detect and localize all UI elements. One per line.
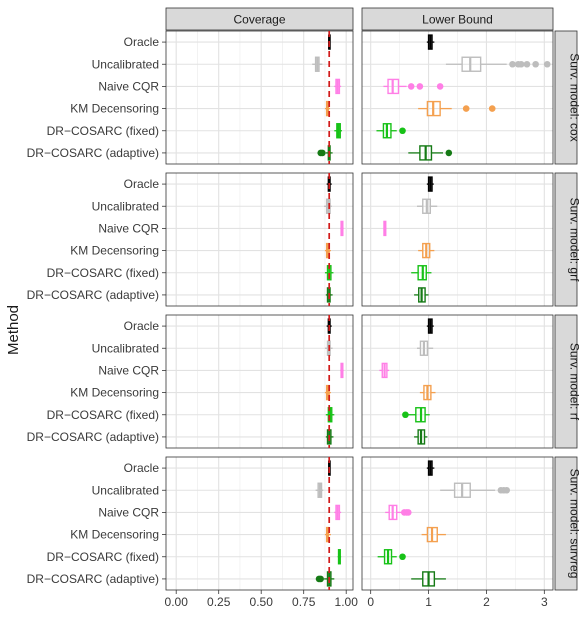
outlier-point (509, 60, 516, 68)
column-strip (361, 7, 554, 31)
method-label: KM Decensoring (70, 386, 159, 400)
x-tick-label: 1 (425, 595, 432, 609)
panel-border (361, 172, 554, 307)
outlier-point (532, 60, 539, 68)
text-layer: Coverage Lower Bound Surv. model: cox Surv.… (27, 13, 581, 610)
outlier-point (416, 83, 424, 90)
method-label: DR−COSARC (adaptive) (27, 146, 159, 160)
column-strip (165, 7, 354, 31)
x-tick-label: 2 (483, 595, 490, 609)
method-label: Oracle (124, 461, 160, 475)
panel-border (165, 172, 354, 307)
method-label: DR−COSARC (fixed) (47, 266, 159, 280)
marks-layer (312, 31, 551, 590)
x-tick-label: 0.50 (250, 595, 274, 609)
method-label: Uncalibrated (92, 341, 159, 355)
method-label: Oracle (124, 319, 160, 333)
x-tick-label: 0.00 (165, 595, 189, 609)
column-strip-label: Lower Bound (422, 13, 493, 27)
panel-border (165, 30, 354, 165)
method-label: DR−COSARC (fixed) (47, 550, 159, 564)
outlier-point (407, 83, 415, 90)
x-tick-label: 3 (541, 595, 548, 609)
row-strip-label: Surv. model: survreg (568, 469, 581, 579)
outlier-point (462, 105, 470, 112)
method-label: DR−COSARC (fixed) (47, 124, 159, 138)
method-label: Oracle (124, 177, 160, 191)
method-label: DR−COSARC (adaptive) (27, 288, 159, 302)
panel-border (361, 314, 554, 449)
row-strip-label: Surv. model: grf (568, 198, 581, 282)
outlier-point (405, 509, 412, 516)
method-label: DR−COSARC (adaptive) (27, 430, 159, 444)
column-strip-label: Coverage (233, 13, 285, 27)
panel-border (165, 456, 354, 591)
grid-layer (162, 7, 578, 594)
x-tick-label: 1.00 (335, 595, 359, 609)
outlier-point (319, 149, 326, 157)
panel-border (165, 314, 354, 449)
outlier-point (445, 149, 453, 157)
method-label: Naive CQR (98, 221, 159, 235)
outlier-point (503, 486, 510, 494)
method-label: KM Decensoring (70, 244, 159, 258)
method-label: Oracle (124, 35, 160, 49)
outlier-point (402, 411, 409, 419)
row-strip (554, 314, 578, 449)
row-strip-label: Surv. model: cox (568, 53, 581, 141)
x-tick-label: 0 (367, 595, 374, 609)
outlier-point (517, 60, 525, 68)
outlier-point (523, 60, 531, 68)
method-label: Naive CQR (98, 505, 159, 519)
method-label: Uncalibrated (92, 199, 159, 213)
row-strip (554, 30, 578, 165)
method-label: KM Decensoring (70, 528, 159, 542)
method-label: KM Decensoring (70, 102, 159, 116)
panel-border (361, 30, 554, 165)
outlier-point (488, 105, 496, 112)
outlier-point (543, 60, 551, 68)
row-strip (554, 172, 578, 307)
method-label: Naive CQR (98, 363, 159, 377)
method-label: Uncalibrated (92, 483, 159, 497)
method-label: DR−COSARC (fixed) (47, 408, 159, 422)
method-label: Naive CQR (98, 79, 159, 93)
x-tick-label: 0.75 (292, 595, 316, 609)
outlier-point (436, 83, 444, 90)
y-axis-label: Method (5, 305, 22, 355)
outlier-point (317, 575, 325, 583)
box (461, 56, 482, 72)
row-strip (554, 456, 578, 591)
method-label: DR−COSARC (adaptive) (27, 572, 159, 586)
panel-border (361, 456, 554, 591)
outlier-point (399, 553, 406, 561)
outlier-point (399, 127, 406, 135)
row-strip-label: Surv. model: rf (568, 343, 581, 421)
x-tick-label: 0.25 (207, 595, 231, 609)
method-label: Uncalibrated (92, 57, 159, 71)
